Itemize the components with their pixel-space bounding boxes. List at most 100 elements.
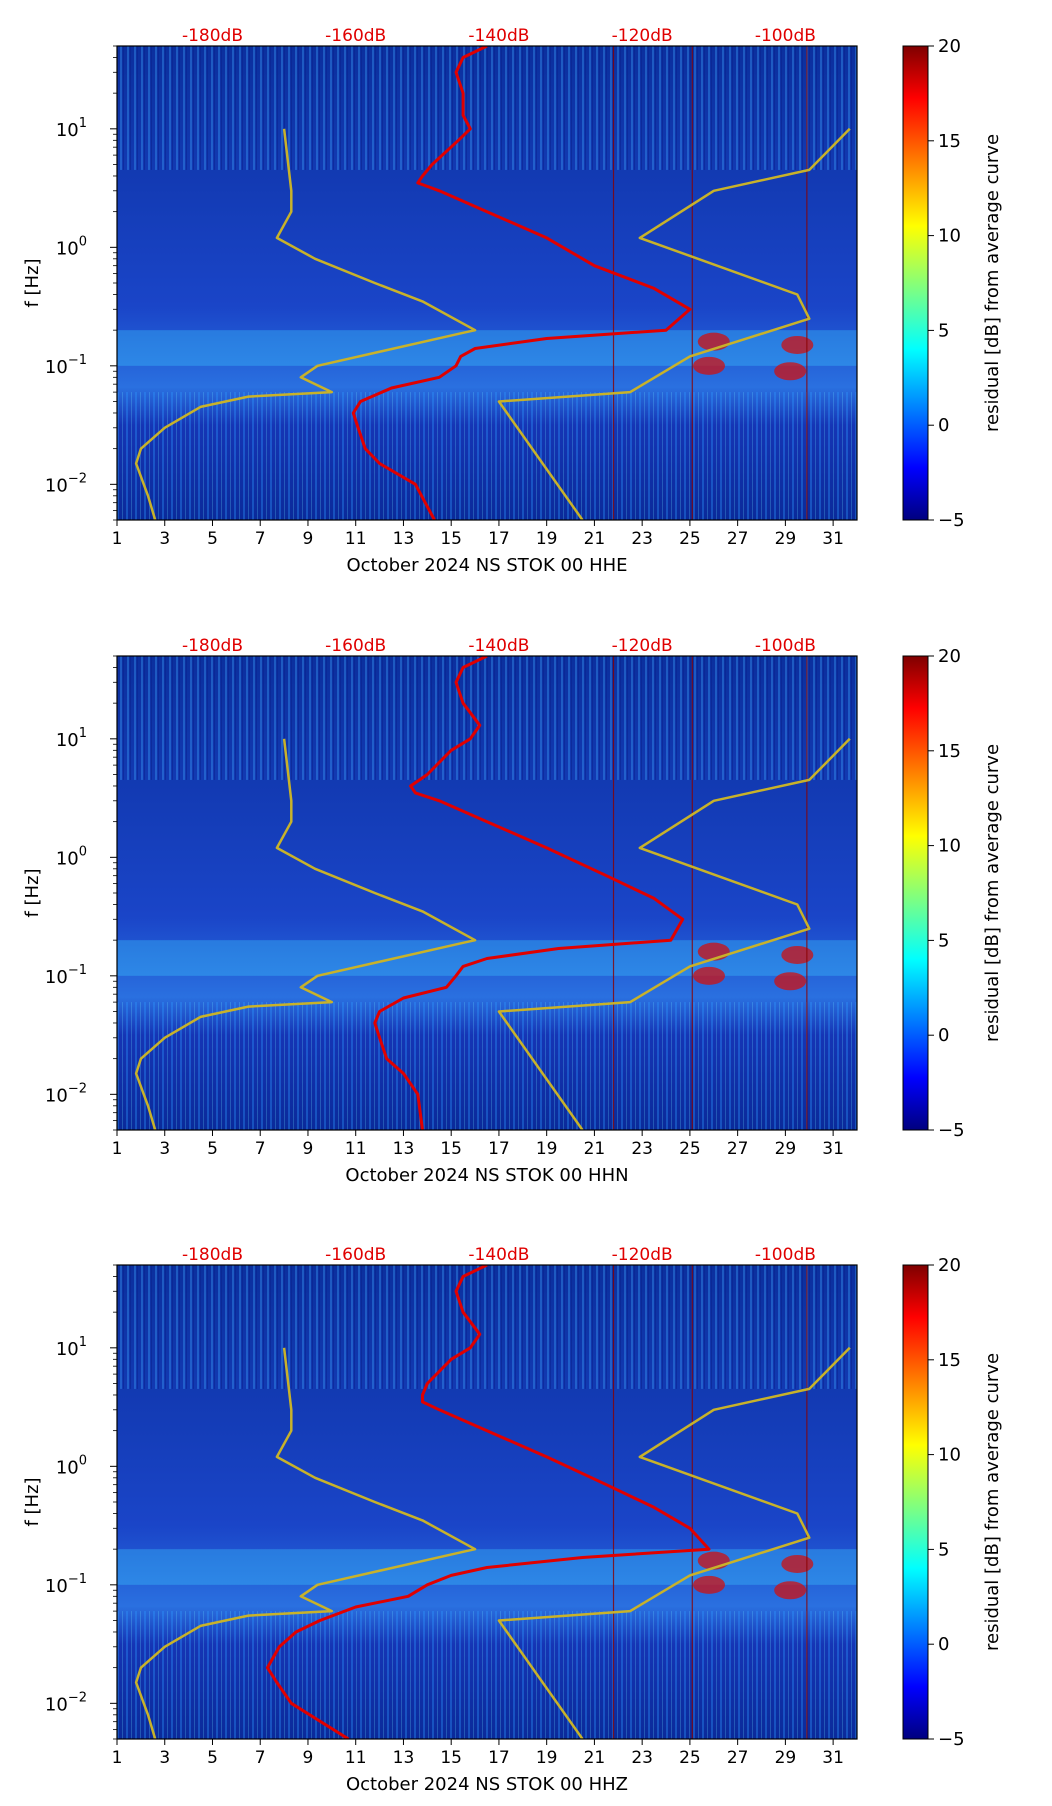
colorbar-tick-label: 20 bbox=[938, 646, 961, 667]
x-tick-label: 27 bbox=[727, 529, 749, 549]
x-tick-label: 25 bbox=[679, 1748, 701, 1768]
x-tick-label: 1 bbox=[112, 529, 123, 549]
top-db-label: -180dB bbox=[182, 1245, 243, 1265]
colorbar-tick-label: 0 bbox=[938, 1025, 949, 1046]
spectrogram-area bbox=[117, 1265, 857, 1739]
energy-hotspot bbox=[774, 972, 807, 991]
x-tick-label: 21 bbox=[584, 1748, 606, 1768]
y-tick-label: 100 bbox=[56, 1453, 87, 1478]
top-db-label: -100dB bbox=[755, 636, 816, 656]
spectrogram-area bbox=[117, 46, 857, 520]
x-tick-label: 13 bbox=[393, 1748, 415, 1768]
x-tick-label: 13 bbox=[393, 529, 415, 549]
x-tick-label: 19 bbox=[536, 1748, 558, 1768]
colorbar-tick-label: 10 bbox=[938, 1445, 961, 1466]
top-db-label: -160dB bbox=[325, 636, 386, 656]
x-tick-label: 25 bbox=[679, 1139, 701, 1159]
high-frequency-noise bbox=[117, 46, 857, 170]
series-line bbox=[373, 656, 685, 1130]
series-line bbox=[134, 128, 477, 520]
top-db-label: -120dB bbox=[612, 1245, 673, 1265]
colorbar-tick-label: −5 bbox=[938, 510, 965, 531]
colorbar-tick-label: 10 bbox=[938, 226, 961, 247]
colorbar-label: residual [dB] from average curve bbox=[982, 744, 1003, 1042]
colorbar-tick-label: 0 bbox=[938, 1634, 949, 1655]
colorbar bbox=[902, 1264, 929, 1740]
colorbar bbox=[902, 45, 929, 521]
colorbar-tick-label: 5 bbox=[938, 320, 949, 341]
energy-hotspot bbox=[781, 335, 814, 354]
low-frequency-noise bbox=[117, 392, 857, 520]
y-tick-label: 10−1 bbox=[45, 353, 87, 378]
colorbar-tick-label: 20 bbox=[938, 1255, 961, 1276]
top-db-label: -160dB bbox=[325, 26, 386, 46]
x-tick-label: 3 bbox=[159, 529, 170, 549]
x-tick-label: 25 bbox=[679, 529, 701, 549]
series-line bbox=[497, 127, 851, 520]
series-line bbox=[351, 46, 692, 520]
x-tick-label: 3 bbox=[159, 1139, 170, 1159]
x-tick-label: 9 bbox=[303, 1139, 314, 1159]
y-tick-label: 101 bbox=[56, 116, 87, 141]
x-tick-label: 9 bbox=[303, 529, 314, 549]
x-tick-label: 23 bbox=[631, 1748, 653, 1768]
x-tick-label: 29 bbox=[775, 1139, 797, 1159]
x-tick-label: 15 bbox=[440, 1748, 462, 1768]
top-db-label: -100dB bbox=[755, 1245, 816, 1265]
x-tick-label: 7 bbox=[255, 1139, 266, 1159]
panel-1: 1 3 5 7 9 11 13 15 17 19 21 23 25 27 29 3110110010−110−… bbox=[22, 26, 1003, 576]
energy-hotspot bbox=[693, 966, 725, 985]
y-axis-label: f [Hz] bbox=[22, 1477, 43, 1526]
x-tick-label: 19 bbox=[536, 1139, 558, 1159]
x-tick-label: 1 bbox=[112, 1748, 123, 1768]
series-line bbox=[265, 1265, 711, 1739]
x-tick-label: 29 bbox=[775, 1748, 797, 1768]
colorbar-tick-label: 15 bbox=[938, 131, 961, 152]
colorbar-tick-label: 15 bbox=[938, 1350, 961, 1371]
y-axis-label: f [Hz] bbox=[22, 258, 43, 307]
colorbar-tick-label: 5 bbox=[938, 1539, 949, 1560]
y-tick-label: 10−2 bbox=[45, 471, 87, 496]
low-frequency-noise bbox=[117, 1002, 857, 1130]
x-tick-label: 31 bbox=[822, 529, 844, 549]
y-tick-label: 10−1 bbox=[45, 1572, 87, 1597]
y-tick-label: 10−2 bbox=[45, 1081, 87, 1106]
series-line bbox=[497, 1346, 851, 1739]
x-tick-label: 21 bbox=[584, 1139, 606, 1159]
energy-hotspot bbox=[693, 1575, 725, 1594]
x-tick-label: 31 bbox=[822, 1139, 844, 1159]
x-tick-label: 27 bbox=[727, 1139, 749, 1159]
top-db-label: -160dB bbox=[325, 1245, 386, 1265]
energy-hotspot bbox=[774, 362, 807, 381]
x-tick-label: 17 bbox=[488, 529, 510, 549]
top-db-label: -100dB bbox=[755, 26, 816, 46]
energy-hotspot bbox=[774, 1581, 807, 1600]
x-axis-label: October 2024 NS STOK 00 HHN bbox=[345, 1165, 628, 1186]
x-tick-label: 11 bbox=[345, 1139, 367, 1159]
x-tick-label: 11 bbox=[345, 1748, 367, 1768]
series-line bbox=[134, 1347, 477, 1739]
panel-2: 1 3 5 7 9 11 13 15 17 19 21 23 25 27 29 3110110010−110−… bbox=[22, 636, 1003, 1186]
x-tick-label: 7 bbox=[255, 529, 266, 549]
x-tick-label: 11 bbox=[345, 529, 367, 549]
y-tick-label: 100 bbox=[56, 844, 87, 869]
x-tick-label: 23 bbox=[631, 529, 653, 549]
series-line bbox=[497, 737, 851, 1130]
x-tick-label: 15 bbox=[440, 529, 462, 549]
y-tick-label: 101 bbox=[56, 726, 87, 751]
colorbar-tick-label: −5 bbox=[938, 1729, 965, 1750]
colorbar-tick-label: 5 bbox=[938, 930, 949, 951]
colorbar-label: residual [dB] from average curve bbox=[982, 1353, 1003, 1651]
x-tick-label: 29 bbox=[775, 529, 797, 549]
x-tick-label: 15 bbox=[440, 1139, 462, 1159]
colorbar-label: residual [dB] from average curve bbox=[982, 134, 1003, 432]
low-frequency-noise bbox=[117, 1611, 857, 1739]
x-tick-label: 17 bbox=[488, 1748, 510, 1768]
colorbar bbox=[902, 655, 929, 1131]
colorbar-tick-label: 0 bbox=[938, 415, 949, 436]
x-tick-label: 5 bbox=[207, 1748, 218, 1768]
x-tick-label: 19 bbox=[536, 529, 558, 549]
energy-hotspot bbox=[781, 945, 814, 964]
high-frequency-noise bbox=[117, 656, 857, 780]
top-db-label: -140dB bbox=[468, 1245, 529, 1265]
